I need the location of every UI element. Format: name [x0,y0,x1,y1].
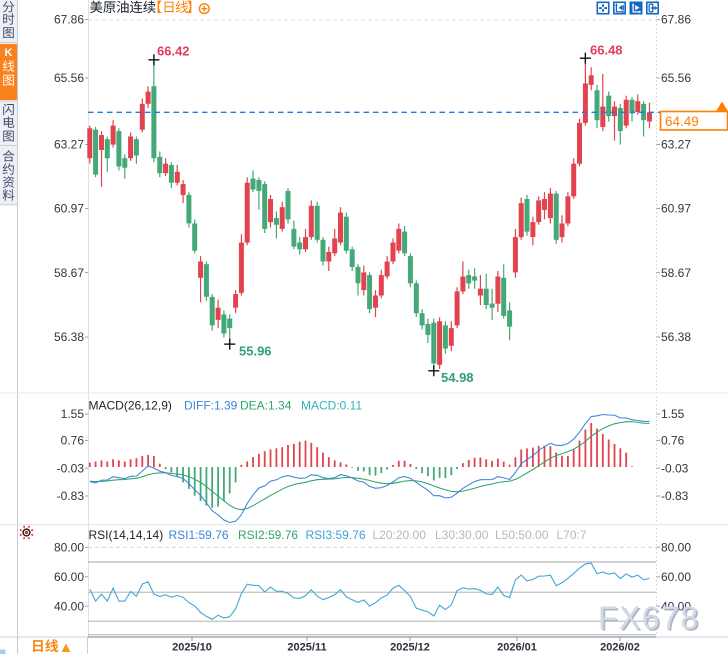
svg-text:64.49: 64.49 [665,114,699,129]
svg-text:DIFF:1.39: DIFF:1.39 [184,399,238,413]
svg-text:L50:50.00: L50:50.00 [495,528,549,542]
svg-text:1.55: 1.55 [61,407,85,421]
svg-text:56.38: 56.38 [54,330,84,344]
svg-text:58.67: 58.67 [54,266,84,280]
svg-text:2026/01: 2026/01 [497,642,537,654]
svg-text:L20:20.00: L20:20.00 [373,528,427,542]
svg-text:-0.83: -0.83 [661,489,689,503]
svg-text:K: K [5,47,13,59]
svg-text:66.42: 66.42 [157,44,190,59]
svg-text:-0.83: -0.83 [57,489,85,503]
svg-text:60.00: 60.00 [54,570,84,584]
svg-text:RSI1:59.76: RSI1:59.76 [169,528,229,542]
svg-text:63.27: 63.27 [661,138,691,152]
svg-text:40.00: 40.00 [661,599,691,613]
svg-text:L70:7: L70:7 [557,528,587,542]
svg-text:0.76: 0.76 [61,434,85,448]
svg-text:80.00: 80.00 [54,541,84,555]
svg-text:67.86: 67.86 [54,13,84,27]
svg-text:-0.03: -0.03 [661,461,689,475]
svg-text:60.97: 60.97 [54,202,84,216]
svg-text:L30:30.00: L30:30.00 [435,528,489,542]
svg-text:65.56: 65.56 [54,71,84,85]
svg-text:-0.03: -0.03 [57,461,85,475]
svg-text:RSI(14,14,14): RSI(14,14,14) [89,528,164,542]
svg-text:40.00: 40.00 [54,599,84,613]
svg-text:RSI3:59.76: RSI3:59.76 [306,528,366,542]
svg-text:60.00: 60.00 [661,570,691,584]
svg-text:MACD:0.11: MACD:0.11 [301,399,362,413]
svg-text:54.98: 54.98 [441,370,474,385]
svg-text:MACD(26,12,9): MACD(26,12,9) [89,399,172,413]
svg-text:58.67: 58.67 [661,266,691,280]
svg-text:FX678: FX678 [600,602,702,638]
svg-text:56.38: 56.38 [661,330,691,344]
svg-text:63.27: 63.27 [54,138,84,152]
svg-text:67.86: 67.86 [661,13,691,27]
svg-text:1.55: 1.55 [661,407,685,421]
svg-text:FX678: FX678 [598,600,700,636]
svg-text:2025/10: 2025/10 [172,642,212,654]
svg-text:2025/12: 2025/12 [390,642,430,654]
svg-text:60.97: 60.97 [661,202,691,216]
svg-text:DEA:1.34: DEA:1.34 [240,399,292,413]
svg-text:65.56: 65.56 [661,71,691,85]
svg-text:RSI2:59.76: RSI2:59.76 [238,528,298,542]
svg-text:80.00: 80.00 [661,541,691,555]
svg-text:66.48: 66.48 [590,43,623,58]
svg-text:2025/11: 2025/11 [287,642,326,654]
svg-text:2026/02: 2026/02 [600,642,640,654]
svg-text:0.76: 0.76 [661,434,685,448]
svg-text:55.96: 55.96 [239,344,272,359]
